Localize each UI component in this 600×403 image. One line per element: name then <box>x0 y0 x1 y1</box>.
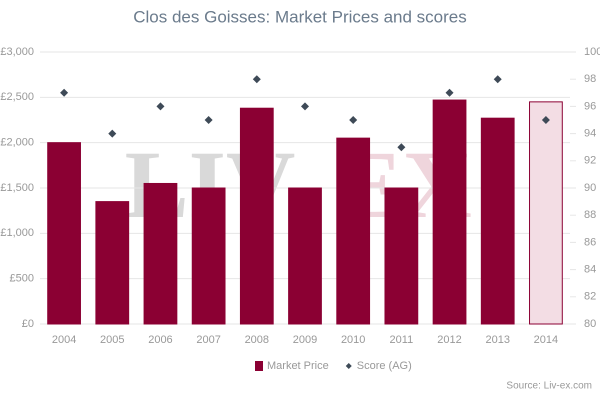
bar <box>143 182 178 325</box>
bar <box>47 142 81 325</box>
score-marker <box>397 143 406 152</box>
y-tick-label: £1,500 <box>0 182 34 194</box>
y2-tick-label: 86 <box>584 236 596 248</box>
legend-label: Market Price <box>267 360 329 372</box>
bar <box>384 187 419 325</box>
y2-tick-label: 98 <box>584 73 596 85</box>
x-tick-label: 2004 <box>52 334 76 346</box>
bar <box>480 117 515 325</box>
x-tick-label: 2007 <box>196 334 220 346</box>
score-marker <box>156 102 165 111</box>
score-marker <box>349 116 358 124</box>
x-tick-label: 2012 <box>437 334 461 346</box>
y2-tick-label: 100 <box>584 46 600 58</box>
legend-swatch <box>255 361 263 371</box>
y-tick-label: £3,000 <box>0 46 34 58</box>
score-marker <box>301 102 309 111</box>
y-tick-label: £2,000 <box>0 137 34 149</box>
x-tick-label: 2014 <box>534 334 558 346</box>
y2-tick-label: 96 <box>584 100 596 112</box>
y2-tick-label: 90 <box>584 182 596 194</box>
score-marker <box>204 116 213 124</box>
score-marker <box>60 88 69 97</box>
source: Source: Liv-ex.com <box>506 381 592 392</box>
y-tick-label: £500 <box>10 273 34 285</box>
y2-tick-label: 80 <box>584 318 596 330</box>
bar <box>239 107 274 325</box>
x-tick-label: 2009 <box>293 334 317 346</box>
bar <box>191 187 226 325</box>
bar <box>288 187 322 325</box>
bar <box>336 137 371 325</box>
x-tick-label: 2006 <box>148 334 172 346</box>
score-marker <box>445 88 454 97</box>
y-tick-label: £1,000 <box>0 227 34 239</box>
x-tick-label: 2005 <box>100 334 124 346</box>
y2-tick-label: 88 <box>584 209 596 221</box>
x-tick-label: 2010 <box>341 334 365 346</box>
chart-title: Clos des Goisses: Market Prices and scor… <box>133 7 467 26</box>
y2-tick-label: 82 <box>584 291 596 303</box>
score-marker <box>493 75 502 84</box>
x-tick-label: 2008 <box>245 334 269 346</box>
bar <box>95 201 130 325</box>
y2-tick-label: 84 <box>584 264 596 276</box>
y2-tick-label: 94 <box>584 128 596 140</box>
bar <box>432 99 467 325</box>
bar <box>529 101 563 325</box>
y-tick-label: £0 <box>22 318 34 330</box>
x-tick-label: 2013 <box>485 334 509 346</box>
score-marker <box>541 116 550 124</box>
score-marker <box>252 75 261 84</box>
y2-tick-label: 92 <box>584 155 596 167</box>
legend-label: Score (AG) <box>357 360 412 372</box>
y-tick-label: £2,500 <box>0 91 34 103</box>
x-tick-label: 2011 <box>390 334 414 346</box>
legend-swatch <box>345 363 352 369</box>
score-marker <box>108 129 117 138</box>
